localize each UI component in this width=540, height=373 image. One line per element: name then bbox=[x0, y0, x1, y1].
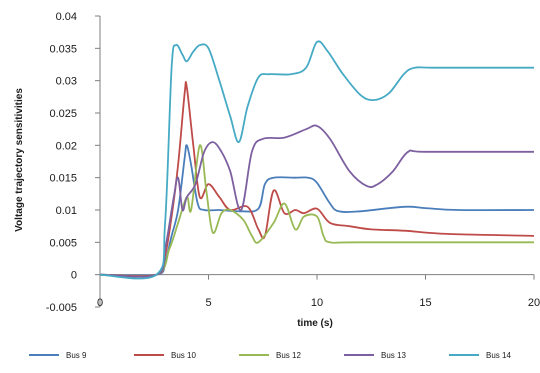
legend-label-bus-13: Bus 13 bbox=[381, 351, 406, 360]
y-tick-label: 0.015 bbox=[49, 173, 77, 185]
series-line-bus-9 bbox=[99, 144, 535, 277]
x-tick-label: 15 bbox=[419, 297, 431, 309]
y-tick-label: 0.035 bbox=[49, 43, 77, 55]
legend-label-bus-12: Bus 12 bbox=[276, 351, 301, 360]
y-tick-label: 0.005 bbox=[49, 237, 77, 249]
y-tick-label: 0.025 bbox=[49, 108, 77, 120]
y-tick-label: 0.02 bbox=[56, 140, 77, 152]
y-tick-label: 0 bbox=[71, 270, 77, 282]
series-line-bus-13 bbox=[99, 124, 534, 278]
y-tick-label: -0.005 bbox=[46, 302, 77, 314]
legend-label-bus-10: Bus 10 bbox=[171, 351, 196, 360]
y-tick-label: 0.04 bbox=[56, 11, 77, 23]
x-tick-label: 10 bbox=[311, 297, 323, 309]
x-tick-label: 0 bbox=[97, 297, 103, 309]
x-tick-label: 20 bbox=[528, 297, 540, 309]
legend-label-bus-14: Bus 14 bbox=[486, 351, 511, 360]
series-line-bus-14 bbox=[99, 40, 534, 280]
y-tick-label: 0.03 bbox=[56, 76, 77, 88]
x-tick-label: 5 bbox=[205, 297, 211, 309]
legend-label-bus-9: Bus 9 bbox=[66, 351, 87, 360]
y-tick-label: 0.01 bbox=[56, 205, 77, 217]
x-axis-label: time (s) bbox=[297, 318, 333, 329]
series-line-bus-10 bbox=[99, 81, 535, 278]
y-axis-label: Voltage trajectory sensitivities bbox=[14, 88, 25, 232]
